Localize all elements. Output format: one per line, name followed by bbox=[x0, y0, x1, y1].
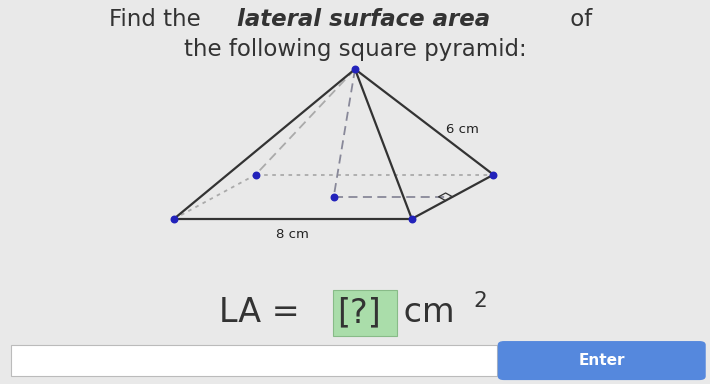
Text: [?]: [?] bbox=[337, 296, 381, 329]
Point bbox=[250, 172, 261, 178]
Text: Find the: Find the bbox=[109, 8, 208, 31]
Text: 2: 2 bbox=[473, 291, 487, 311]
Text: lateral surface area: lateral surface area bbox=[236, 8, 490, 31]
Text: LA =: LA = bbox=[219, 296, 310, 329]
FancyBboxPatch shape bbox=[498, 342, 705, 379]
Text: 6 cm: 6 cm bbox=[447, 122, 479, 136]
Text: of: of bbox=[563, 8, 593, 31]
Text: the following square pyramid:: the following square pyramid: bbox=[184, 38, 526, 61]
FancyBboxPatch shape bbox=[11, 345, 497, 376]
Text: Enter: Enter bbox=[579, 353, 625, 368]
FancyBboxPatch shape bbox=[334, 290, 397, 336]
Point bbox=[349, 66, 361, 72]
Point bbox=[168, 216, 180, 222]
Point bbox=[406, 216, 417, 222]
Point bbox=[488, 172, 499, 178]
Text: cm: cm bbox=[393, 296, 455, 329]
Text: 8 cm: 8 cm bbox=[276, 228, 310, 242]
Point bbox=[328, 194, 339, 200]
